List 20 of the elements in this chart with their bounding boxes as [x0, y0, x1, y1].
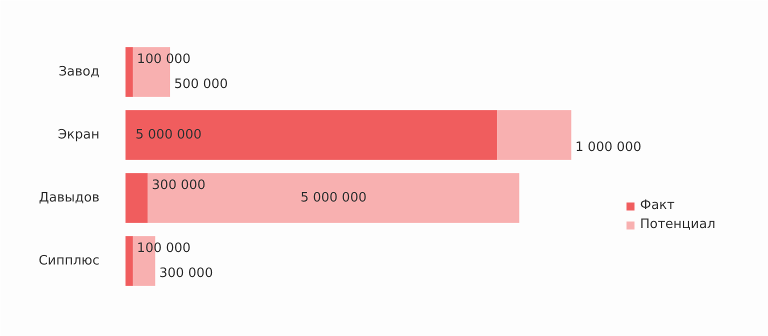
y-tick-label: Экран: [58, 128, 100, 142]
data-label: 5 000 000: [300, 190, 367, 206]
data-label: 300 000: [159, 266, 213, 282]
data-label: 300 000: [152, 178, 206, 193]
bar: [126, 47, 133, 97]
data-label: 500 000: [174, 77, 228, 92]
legend-label: Потенциал: [640, 217, 716, 232]
bar: [126, 110, 497, 160]
data-label: 100 000: [136, 52, 191, 67]
bar: [126, 173, 148, 223]
legend-label: Факт: [640, 198, 675, 213]
data-label: 1 000 000: [575, 140, 642, 156]
y-tick-label: Завод: [58, 64, 100, 80]
data-label: 100 000: [136, 240, 191, 256]
bar: [148, 173, 520, 223]
y-tick-label: Давыдов: [38, 190, 100, 206]
bar: [496, 110, 572, 160]
bar: [126, 236, 133, 286]
data-label: 5 000 000: [136, 128, 202, 142]
y-tick-label: Сипплюс: [38, 254, 100, 268]
